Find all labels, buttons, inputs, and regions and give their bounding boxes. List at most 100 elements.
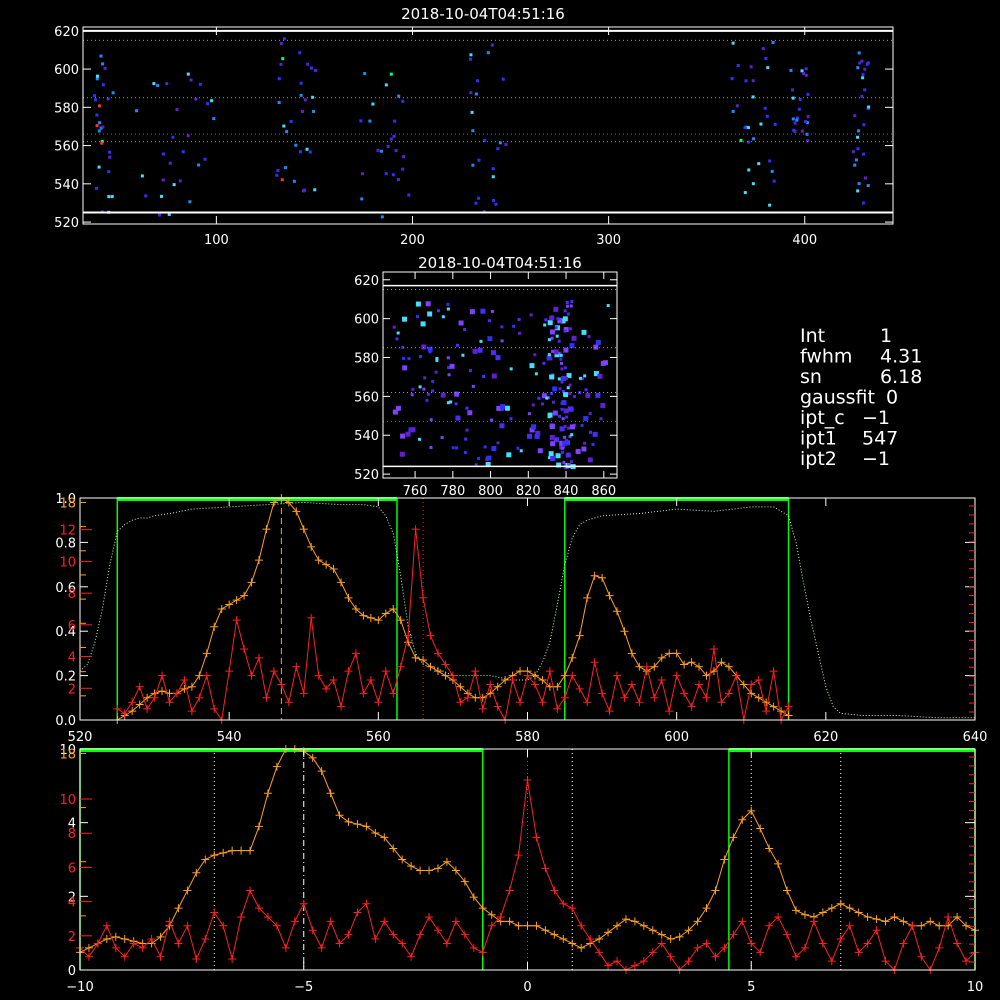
orange-data-point: [666, 935, 675, 944]
red-data-point: [550, 886, 559, 895]
image-pixel: [857, 182, 861, 186]
orange-data-point: [307, 542, 316, 551]
y-tick-label-red: 4: [68, 651, 76, 666]
image-pixel: [144, 194, 148, 198]
image-pixel: [490, 418, 494, 422]
image-pixel: [860, 94, 864, 98]
image-pixel: [312, 109, 316, 113]
orange-data-point: [720, 855, 729, 864]
image-pixel: [282, 37, 286, 41]
orange-data-point: [530, 671, 539, 680]
image-pixel: [107, 170, 111, 174]
red-data-point: [113, 704, 122, 713]
orange-data-point: [292, 507, 301, 516]
image-pixel: [101, 125, 105, 129]
image-pixel: [483, 139, 487, 143]
red-data-point: [120, 709, 129, 718]
image-pixel: [103, 66, 107, 70]
image-pixel: [411, 387, 415, 391]
y-tick-label-white: 0.8: [55, 536, 76, 551]
red-data-point: [845, 921, 854, 930]
image-pixel: [751, 182, 755, 186]
image-pixel: [791, 88, 795, 92]
image-pixel: [361, 172, 365, 176]
image-pixel: [451, 446, 455, 450]
x-tick-label: 640: [963, 730, 988, 745]
red-data-point: [613, 957, 621, 966]
image-pixel: [561, 417, 565, 421]
image-pixel: [280, 178, 284, 182]
image-pixel: [562, 460, 566, 464]
image-pixel: [395, 337, 399, 341]
red-data-point: [523, 775, 532, 784]
red-data-point: [389, 689, 398, 698]
image-pixel: [99, 126, 103, 130]
red-data-point: [711, 952, 720, 961]
red-data-point: [672, 671, 681, 680]
red-data-point: [434, 926, 442, 935]
image-pixel: [804, 73, 808, 77]
image-pixel: [279, 41, 283, 45]
image-pixel: [858, 61, 862, 65]
red-data-point: [568, 904, 577, 913]
orange-data-point: [595, 935, 604, 944]
red-data-point: [568, 671, 577, 680]
red-data-point: [237, 912, 246, 921]
image-pixel: [135, 109, 139, 113]
image-pixel: [477, 158, 481, 162]
red-data-point: [836, 935, 845, 944]
red-data-point: [783, 930, 792, 939]
image-pixel: [517, 317, 521, 321]
orange-data-point: [635, 662, 644, 671]
image-pixel: [853, 163, 857, 167]
red-data-point: [344, 930, 353, 939]
image-pixel: [380, 215, 384, 219]
image-pixel: [552, 410, 558, 416]
image-pixel: [736, 64, 740, 68]
image-pixel: [553, 306, 559, 312]
red-data-point: [478, 948, 487, 957]
image-pixel: [773, 122, 777, 126]
image-pixel: [744, 79, 748, 83]
image-pixel: [394, 149, 398, 153]
x-tick-label: 780: [440, 484, 465, 499]
image-pixel: [97, 165, 101, 169]
image-pixel: [490, 350, 496, 356]
image-pixel: [467, 410, 473, 416]
image-pixel: [563, 392, 569, 398]
image-pixel: [487, 319, 491, 323]
image-pixel: [181, 150, 185, 154]
image-pixel: [206, 102, 210, 106]
image-pixel: [171, 135, 175, 139]
y-tick-label-red: 8: [68, 827, 76, 842]
image-pixel: [537, 396, 541, 400]
red-data-point: [605, 707, 614, 716]
image-pixel: [735, 104, 739, 108]
red-data-point: [784, 702, 793, 711]
image-pixel: [854, 158, 858, 162]
image-pixel: [563, 347, 569, 353]
orange-data-point: [269, 498, 278, 507]
red-data-point: [308, 926, 317, 935]
red-data-point: [800, 943, 809, 952]
red-data-point: [322, 684, 331, 693]
image-pixel: [100, 141, 104, 145]
transmission-curve: [79, 501, 975, 719]
y-tick-label-white: 0.0: [55, 714, 76, 729]
image-pixel: [550, 456, 556, 462]
red-data-point: [863, 939, 872, 948]
image-pixel: [529, 313, 533, 317]
image-pixel: [553, 437, 559, 443]
image-pixel: [746, 126, 750, 130]
image-pixel: [434, 370, 438, 374]
image-pixel: [108, 150, 112, 154]
image-pixel: [402, 316, 408, 322]
image-pixel: [531, 424, 537, 430]
red-data-point: [240, 644, 249, 653]
image-pixel: [546, 355, 552, 361]
red-data-point: [516, 698, 525, 707]
image-pixel: [529, 427, 535, 433]
red-data-point: [172, 689, 181, 698]
orange-data-point: [657, 653, 666, 662]
red-data-point: [135, 682, 144, 691]
